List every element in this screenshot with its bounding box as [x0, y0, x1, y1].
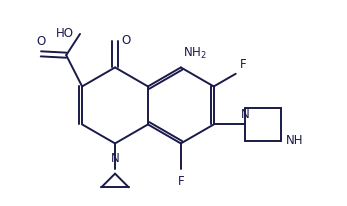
Text: N: N: [111, 152, 119, 165]
Text: N: N: [241, 108, 250, 121]
Text: O: O: [121, 34, 130, 47]
Text: NH: NH: [285, 134, 303, 147]
Text: HO: HO: [56, 27, 74, 40]
Text: F: F: [239, 58, 246, 71]
Text: O: O: [36, 35, 45, 48]
Text: F: F: [178, 175, 184, 188]
Text: NH$_2$: NH$_2$: [183, 46, 207, 61]
